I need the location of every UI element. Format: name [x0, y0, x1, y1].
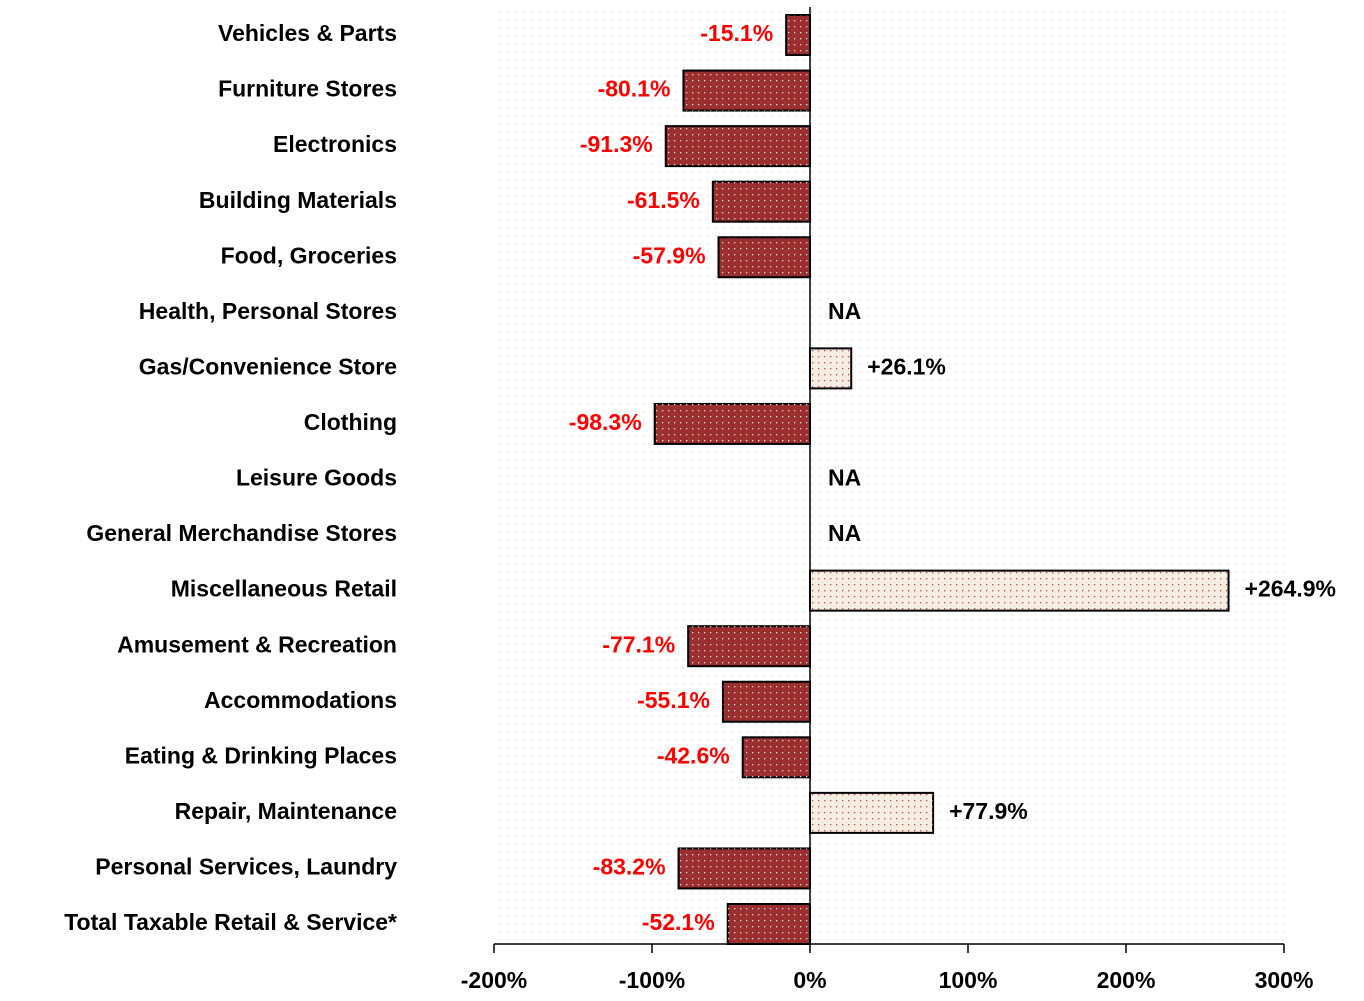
- bar-texture: [810, 570, 1229, 611]
- category-label: Repair, Maintenance: [175, 798, 397, 824]
- category-label: Total Taxable Retail & Service*: [64, 909, 397, 935]
- value-label: +77.9%: [949, 798, 1028, 824]
- value-label: +26.1%: [867, 353, 946, 379]
- category-label: Accommodations: [204, 687, 397, 713]
- value-label: -83.2%: [593, 854, 666, 880]
- x-tick-label: -200%: [461, 967, 527, 993]
- bar-texture: [742, 737, 810, 778]
- bar-texture: [683, 70, 810, 111]
- value-label: NA: [828, 298, 861, 324]
- category-label: Personal Services, Laundry: [95, 854, 397, 880]
- category-label: General Merchandise Stores: [86, 520, 397, 546]
- bar-texture: [654, 403, 810, 444]
- category-label: Building Materials: [199, 187, 397, 213]
- bar-texture: [810, 792, 934, 833]
- bar-texture: [727, 904, 810, 944]
- bar-texture: [722, 681, 810, 722]
- value-label: -61.5%: [627, 187, 700, 213]
- category-label: Eating & Drinking Places: [125, 742, 397, 768]
- category-label: Furniture Stores: [218, 76, 397, 102]
- x-tick-label: -100%: [619, 967, 685, 993]
- plot-background: [494, 6, 1284, 944]
- x-tick-label: 300%: [1255, 967, 1314, 993]
- value-label: -55.1%: [637, 687, 710, 713]
- x-tick-label: 100%: [939, 967, 998, 993]
- category-label: Gas/Convenience Store: [139, 353, 397, 379]
- category-label: Food, Groceries: [221, 242, 397, 268]
- value-label: NA: [828, 465, 861, 491]
- bar-texture: [665, 126, 810, 167]
- value-label: -80.1%: [598, 76, 671, 102]
- bar-texture: [810, 348, 852, 389]
- value-label: -52.1%: [642, 909, 715, 935]
- x-tick-label: 200%: [1097, 967, 1156, 993]
- value-label: -15.1%: [700, 20, 773, 46]
- bar-texture: [712, 181, 810, 222]
- bar-texture: [678, 848, 810, 889]
- bar-texture: [786, 15, 810, 55]
- value-label: -42.6%: [657, 742, 730, 768]
- category-label: Miscellaneous Retail: [171, 576, 397, 602]
- category-label: Clothing: [304, 409, 397, 435]
- category-label: Vehicles & Parts: [218, 20, 397, 46]
- category-label: Health, Personal Stores: [139, 298, 397, 324]
- category-label: Electronics: [273, 131, 397, 157]
- value-label: NA: [828, 520, 861, 546]
- bar-texture: [718, 237, 810, 278]
- value-label: -91.3%: [580, 131, 653, 157]
- value-label: -57.9%: [633, 242, 706, 268]
- category-label: Amusement & Recreation: [117, 631, 397, 657]
- value-label: -77.1%: [602, 631, 675, 657]
- x-tick-label: 0%: [793, 967, 826, 993]
- bar-texture: [688, 626, 810, 667]
- value-label: +264.9%: [1245, 576, 1336, 602]
- value-label: -98.3%: [569, 409, 642, 435]
- category-label: Leisure Goods: [236, 465, 397, 491]
